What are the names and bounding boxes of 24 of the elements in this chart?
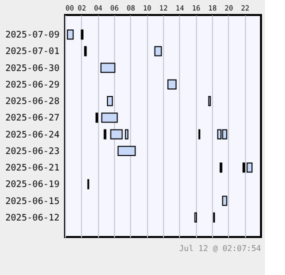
bar bbox=[66, 29, 74, 40]
y-tick-label: 2025-06-19 bbox=[5, 180, 60, 190]
bar bbox=[106, 96, 113, 106]
y-tick-label: 2025-06-28 bbox=[5, 97, 60, 108]
y-tick-label: 2025-06-12 bbox=[5, 213, 60, 224]
bar bbox=[101, 112, 118, 123]
y-tick-label: 2025-06-29 bbox=[5, 80, 60, 90]
text: Jul 12 @ 02:07:54 bbox=[179, 244, 262, 253]
bar bbox=[167, 79, 177, 90]
bar bbox=[154, 46, 162, 56]
bar bbox=[246, 162, 253, 173]
bar bbox=[124, 129, 128, 140]
bar bbox=[110, 129, 123, 140]
y-tick-label: 2025-06-23 bbox=[5, 146, 60, 157]
y-tick-label: 2025-07-01 bbox=[5, 47, 60, 58]
y-tick-label: 2025-07-09 bbox=[5, 30, 60, 41]
y-tick-label: 2025-06-21 bbox=[5, 164, 60, 174]
y-tick-label: 2025-06-27 bbox=[5, 114, 60, 124]
bar bbox=[118, 146, 136, 156]
y-tick-label: 2025-06-15 bbox=[5, 196, 60, 207]
bar bbox=[100, 62, 116, 73]
y-tick-label: 2025-06-30 bbox=[5, 64, 60, 74]
bar bbox=[222, 196, 228, 206]
y-tick-label: 2025-06-24 bbox=[5, 130, 60, 140]
